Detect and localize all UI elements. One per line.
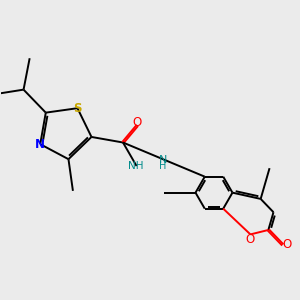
Text: H: H xyxy=(160,161,167,171)
Text: O: O xyxy=(246,233,255,246)
Text: S: S xyxy=(73,102,82,115)
Text: N: N xyxy=(159,154,167,165)
Text: O: O xyxy=(133,116,142,129)
Text: O: O xyxy=(282,238,292,251)
Text: NH: NH xyxy=(128,161,143,171)
Text: N: N xyxy=(35,138,45,151)
